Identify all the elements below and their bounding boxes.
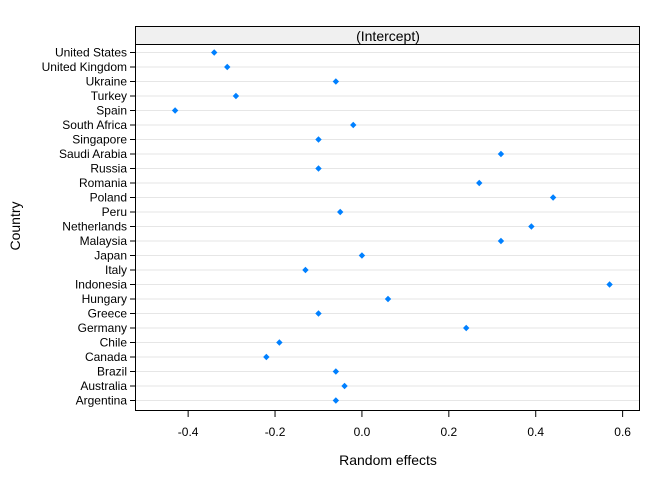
data-point [476,179,483,187]
data-point [211,49,218,56]
x-tick-label: 0.2 [440,425,457,439]
grid [136,52,640,401]
y-tick-label: Peru [102,205,127,219]
y-tick-label: Chile [100,336,128,350]
points [171,49,613,404]
data-point [341,382,348,390]
y-tick-label: Saudi Arabia [59,147,127,161]
data-point [497,150,505,158]
x-tick-label: -0.2 [265,425,286,439]
data-point [224,63,231,71]
y-tick-label: Canada [85,350,127,364]
data-point [358,252,366,259]
y-tick-label: Spain [96,104,127,118]
y-tick-label: Greece [88,307,128,321]
x-tick-label: 0.4 [527,425,544,439]
x-axis-title: Random effects [339,452,437,468]
y-tick-label: Italy [105,263,127,277]
y-tick-label: Netherlands [62,220,127,234]
data-point [384,295,392,303]
y-tick-label: Germany [78,321,127,335]
x-tick-label: -0.4 [178,425,199,439]
plot-frame [135,26,640,411]
y-tick-label: Japan [94,249,127,263]
y-tick-label: South Africa [62,118,127,132]
y-tick-label: Indonesia [75,278,127,292]
data-point [332,397,340,404]
data-point [315,136,322,143]
data-point [315,310,322,317]
x-tick-label: 0.6 [614,425,631,439]
y-tick-label: Russia [90,162,127,176]
y-tick-label: Romania [79,176,127,190]
y-tick-label: United States [55,46,127,60]
y-tick-label: Malaysia [80,234,128,248]
strip-header [135,26,640,45]
data-point [549,194,557,201]
y-tick-label: Poland [90,191,127,205]
data-point [332,78,340,85]
data-point [263,353,270,361]
y-tick-label: Singapore [72,133,127,147]
data-point [350,121,357,129]
data-point [528,223,535,230]
x-tick-label: 0.0 [354,425,371,439]
data-point [337,208,344,216]
data-point [332,368,340,375]
x-axis: -0.4 -0.2 0.0 0.2 0.4 0.6 [178,411,631,439]
y-tick-label: Hungary [82,292,127,306]
data-point [463,324,470,332]
y-tick-label: Ukraine [86,75,128,89]
data-point [497,237,505,245]
y-tick-label: Australia [80,379,127,393]
y-axis-title: Country [7,201,23,250]
data-point [315,165,322,172]
data-point [606,281,613,288]
strip-label: (Intercept) [356,28,420,44]
data-point [171,107,179,114]
data-point [302,266,309,274]
y-tick-label: Argentina [76,394,128,408]
y-tick-label: Brazil [97,365,127,379]
data-point [276,339,283,346]
y-tick-label: Turkey [91,89,127,103]
data-point [232,92,240,100]
y-tick-label: United Kingdom [42,60,127,74]
